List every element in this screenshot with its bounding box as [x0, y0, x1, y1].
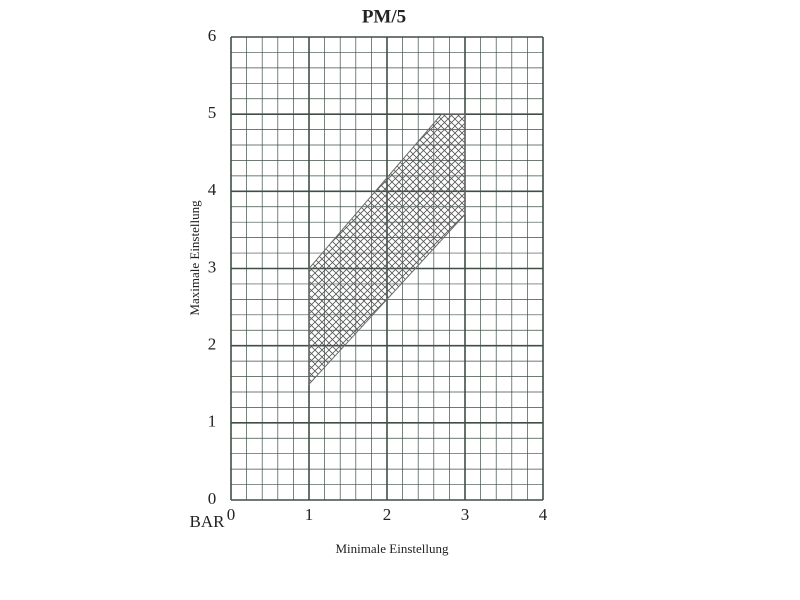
x-tick-label: 0	[227, 505, 236, 524]
y-axis-label: Maximale Einstellung	[187, 200, 202, 316]
y-tick-label: 4	[208, 180, 217, 199]
x-tick-label: 4	[539, 505, 548, 524]
chart-title: PM/5	[362, 6, 406, 27]
x-tick-label: 1	[305, 505, 314, 524]
y-tick-label: 1	[208, 412, 217, 431]
x-tick-label: 3	[461, 505, 470, 524]
y-tick-label: 2	[208, 335, 217, 354]
x-axis-label: Minimale Einstellung	[335, 541, 449, 556]
y-tick-label: 6	[208, 26, 217, 45]
y-tick-label: 3	[208, 257, 217, 276]
unit-label: BAR	[190, 512, 226, 531]
y-tick-label: 5	[208, 103, 217, 122]
x-tick-label: 2	[383, 505, 392, 524]
shaded-region	[308, 113, 466, 386]
y-tick-label: 0	[208, 489, 217, 508]
